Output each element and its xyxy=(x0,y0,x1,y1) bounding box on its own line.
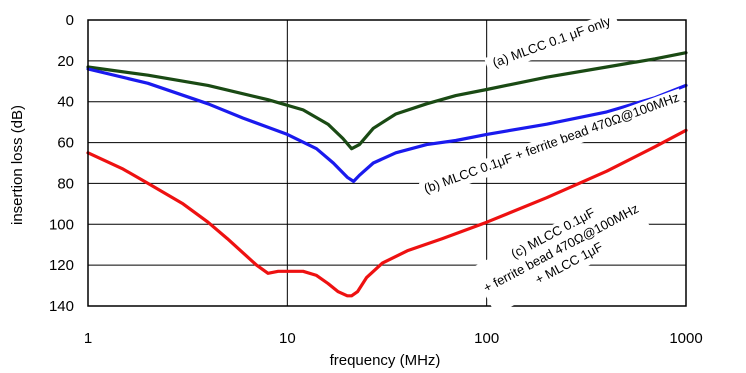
series-line-c xyxy=(86,128,688,298)
tick-labels: 0 20 40 60 80 100 120 140 1 10 100 1000 xyxy=(49,12,703,347)
x-axis-label: frequency (MHz) xyxy=(330,352,441,369)
annotation-text-a: (a) MLCC 0.1 μF only xyxy=(490,13,613,70)
y-tick-label: 20 xyxy=(57,53,74,70)
y-axis-label: insertion loss (dB) xyxy=(9,105,26,225)
plot-frame xyxy=(87,19,687,307)
y-tick-label: 0 xyxy=(66,12,74,29)
x-tick-label: 1 xyxy=(84,330,92,347)
y-tick-label: 40 xyxy=(57,94,74,111)
y-tick-label: 60 xyxy=(57,135,74,152)
plot-border xyxy=(87,19,687,307)
series-group xyxy=(86,51,688,298)
y-tick-label: 80 xyxy=(57,175,74,192)
grid xyxy=(88,20,686,306)
y-tick-label: 120 xyxy=(49,257,74,274)
y-tick-label: 100 xyxy=(49,216,74,233)
annotation-bg xyxy=(484,11,620,76)
annotation-c: (c) MLCC 0.1μF+ ferrite bead 470Ω@100MHz… xyxy=(470,184,653,315)
annotations: (a) MLCC 0.1 μF only(b) MLCC 0.1μF + fer… xyxy=(418,11,686,315)
x-tick-label: 1000 xyxy=(669,330,702,347)
series-line-a xyxy=(86,51,688,151)
x-tick-label: 10 xyxy=(279,330,296,347)
annotation-bg xyxy=(470,184,653,315)
series-line-b xyxy=(86,67,688,183)
x-tick-label: 100 xyxy=(474,330,499,347)
y-tick-label: 140 xyxy=(49,298,74,315)
annotation-bg xyxy=(418,88,686,200)
